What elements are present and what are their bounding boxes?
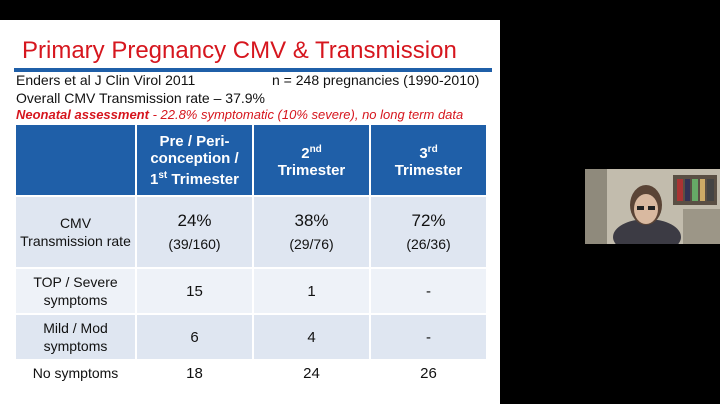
presenter-video-icon [585, 169, 720, 244]
table-cell: 1 [252, 267, 371, 315]
table-cell: 6 [135, 313, 254, 361]
table-row: No symptoms 18 24 26 [14, 359, 488, 387]
sample-size-text: n = 248 pregnancies (1990-2010) [272, 72, 480, 88]
transmission-table: Pre / Peri- conception / 1st Trimester 2… [14, 123, 488, 387]
row-label: Mild / Mod symptoms [14, 313, 137, 361]
table-cell: 18 [135, 359, 254, 387]
header-pre-peri-conception: Pre / Peri- conception / 1st Trimester [135, 123, 254, 197]
neonatal-note-lead: Neonatal assessment [16, 107, 149, 122]
header-3rd-trimester: 3rd Trimester [369, 123, 488, 197]
row-label: CMV Transmission rate [14, 195, 137, 269]
table-cell: 24% (39/160) [135, 195, 254, 269]
neonatal-note-detail: - 22.8% symptomatic (10% severe), no lon… [148, 107, 464, 122]
table-cell: 72% (26/36) [369, 195, 488, 269]
row-label: No symptoms [14, 359, 137, 387]
header-empty [14, 123, 137, 197]
table-cell: 4 [252, 313, 371, 361]
title-divider [14, 68, 492, 72]
table-row: Mild / Mod symptoms 6 4 - [14, 313, 488, 361]
table-cell: 24 [252, 359, 371, 387]
table-header-row: Pre / Peri- conception / 1st Trimester 2… [14, 123, 488, 197]
overall-rate-text: Overall CMV Transmission rate – 37.9% [16, 90, 265, 106]
table-cell: - [369, 267, 488, 315]
row-label: TOP / Severe symptoms [14, 267, 137, 315]
table-cell: 15 [135, 267, 254, 315]
table-cell: - [369, 313, 488, 361]
table-row: TOP / Severe symptoms 15 1 - [14, 267, 488, 315]
table-cell: 26 [369, 359, 488, 387]
slide-title: Primary Pregnancy CMV & Transmission [22, 37, 457, 64]
table-cell: 38% (29/76) [252, 195, 371, 269]
header-2nd-trimester: 2nd Trimester [252, 123, 371, 197]
citation-text: Enders et al J Clin Virol 2011 [16, 72, 196, 88]
table-row: CMV Transmission rate 24% (39/160) 38% (29… [14, 195, 488, 269]
neonatal-note: Neonatal assessment - 22.8% symptomatic … [16, 107, 463, 123]
presentation-slide: Primary Pregnancy CMV & Transmission End… [0, 20, 500, 404]
presenter-webcam[interactable] [585, 169, 720, 244]
